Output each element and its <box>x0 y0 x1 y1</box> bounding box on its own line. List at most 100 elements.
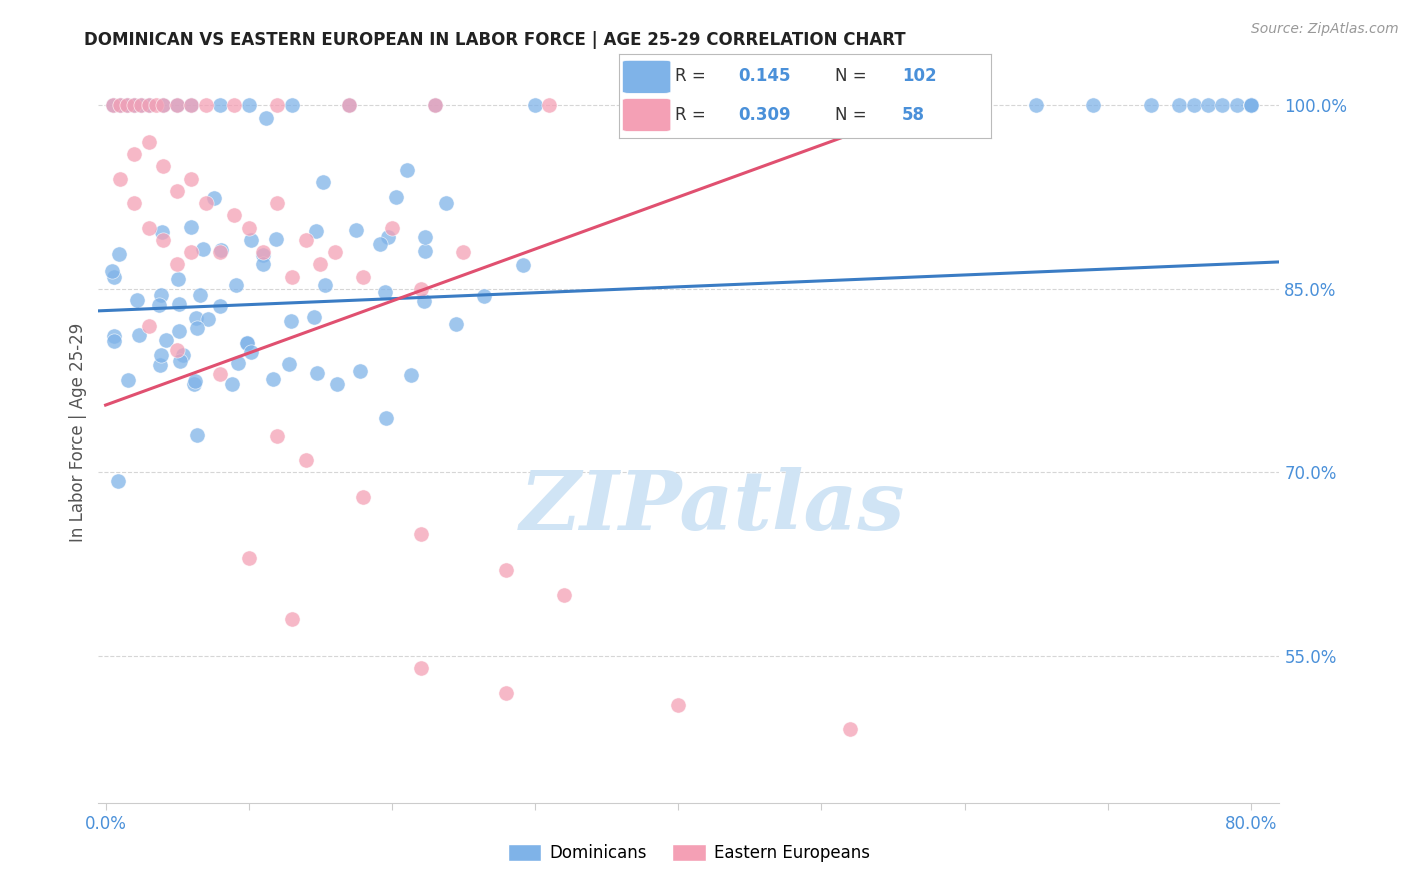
Point <box>184 374 207 388</box>
Point <box>384 190 406 204</box>
Point <box>309 257 332 271</box>
Point <box>209 245 232 260</box>
Point <box>148 358 170 372</box>
Point <box>122 196 145 211</box>
Point <box>254 111 277 125</box>
Point <box>128 327 150 342</box>
Point <box>184 310 207 325</box>
Point <box>278 357 301 371</box>
Point <box>839 723 862 737</box>
Point <box>103 328 125 343</box>
Point <box>125 293 148 307</box>
Point <box>180 220 202 235</box>
Point <box>512 259 534 273</box>
Point <box>252 248 274 262</box>
Point <box>396 163 419 178</box>
Point <box>453 245 475 260</box>
Point <box>409 661 432 675</box>
Point <box>638 98 661 112</box>
Point <box>423 98 446 112</box>
Text: R =: R = <box>675 68 710 86</box>
Point <box>117 373 139 387</box>
Point <box>399 368 422 382</box>
Point <box>1240 98 1263 112</box>
Point <box>186 428 208 442</box>
Text: 0.309: 0.309 <box>738 105 790 123</box>
Point <box>305 366 328 380</box>
Point <box>166 184 188 198</box>
Point <box>122 98 145 112</box>
Point <box>101 98 124 112</box>
Point <box>240 233 263 247</box>
Point <box>180 98 202 112</box>
Point <box>375 410 398 425</box>
Point <box>197 312 219 326</box>
Point <box>266 196 288 211</box>
Point <box>495 563 517 577</box>
Point <box>167 325 190 339</box>
Point <box>314 277 336 292</box>
Point <box>221 377 243 392</box>
Point <box>280 269 302 284</box>
Point <box>1197 98 1219 112</box>
Point <box>194 98 217 112</box>
Point <box>346 223 368 237</box>
Point <box>423 98 446 112</box>
Point <box>238 220 260 235</box>
Point <box>108 98 131 112</box>
Point <box>138 98 160 112</box>
Point <box>1225 98 1247 112</box>
Point <box>194 196 217 211</box>
Point <box>193 242 215 256</box>
Point <box>374 285 396 299</box>
Point <box>101 98 124 112</box>
Point <box>149 348 172 362</box>
Point <box>1025 98 1047 112</box>
Point <box>224 208 246 222</box>
Point <box>280 98 302 112</box>
Point <box>524 98 547 112</box>
Point <box>152 160 174 174</box>
Point <box>1168 98 1191 112</box>
Point <box>115 98 138 112</box>
Point <box>381 220 404 235</box>
Point <box>226 356 249 370</box>
Point <box>145 98 167 112</box>
Point <box>122 98 145 112</box>
Text: 102: 102 <box>901 68 936 86</box>
Point <box>666 698 689 712</box>
Point <box>180 171 202 186</box>
Point <box>166 257 188 271</box>
Point <box>209 299 232 313</box>
Point <box>108 98 131 112</box>
Point <box>152 98 174 112</box>
Point <box>209 243 232 257</box>
Point <box>252 257 274 271</box>
Point <box>1240 98 1263 112</box>
Point <box>295 453 318 467</box>
Point <box>472 289 495 303</box>
Point <box>183 377 205 392</box>
Point <box>280 314 302 328</box>
Point <box>122 147 145 161</box>
Point <box>262 372 284 386</box>
Point <box>538 98 561 112</box>
Point <box>839 98 862 112</box>
Point <box>1211 98 1233 112</box>
Point <box>148 298 170 312</box>
Point <box>180 245 202 260</box>
Point <box>169 353 191 368</box>
Text: N =: N = <box>835 105 872 123</box>
Point <box>337 98 360 112</box>
Point <box>186 321 208 335</box>
Point <box>155 333 177 347</box>
Point <box>166 343 188 357</box>
Point <box>266 428 288 442</box>
Point <box>152 233 174 247</box>
Point <box>202 191 225 205</box>
Text: Source: ZipAtlas.com: Source: ZipAtlas.com <box>1251 22 1399 37</box>
Point <box>413 244 436 259</box>
Point <box>108 247 131 261</box>
Point <box>1240 98 1263 112</box>
Point <box>172 348 194 362</box>
